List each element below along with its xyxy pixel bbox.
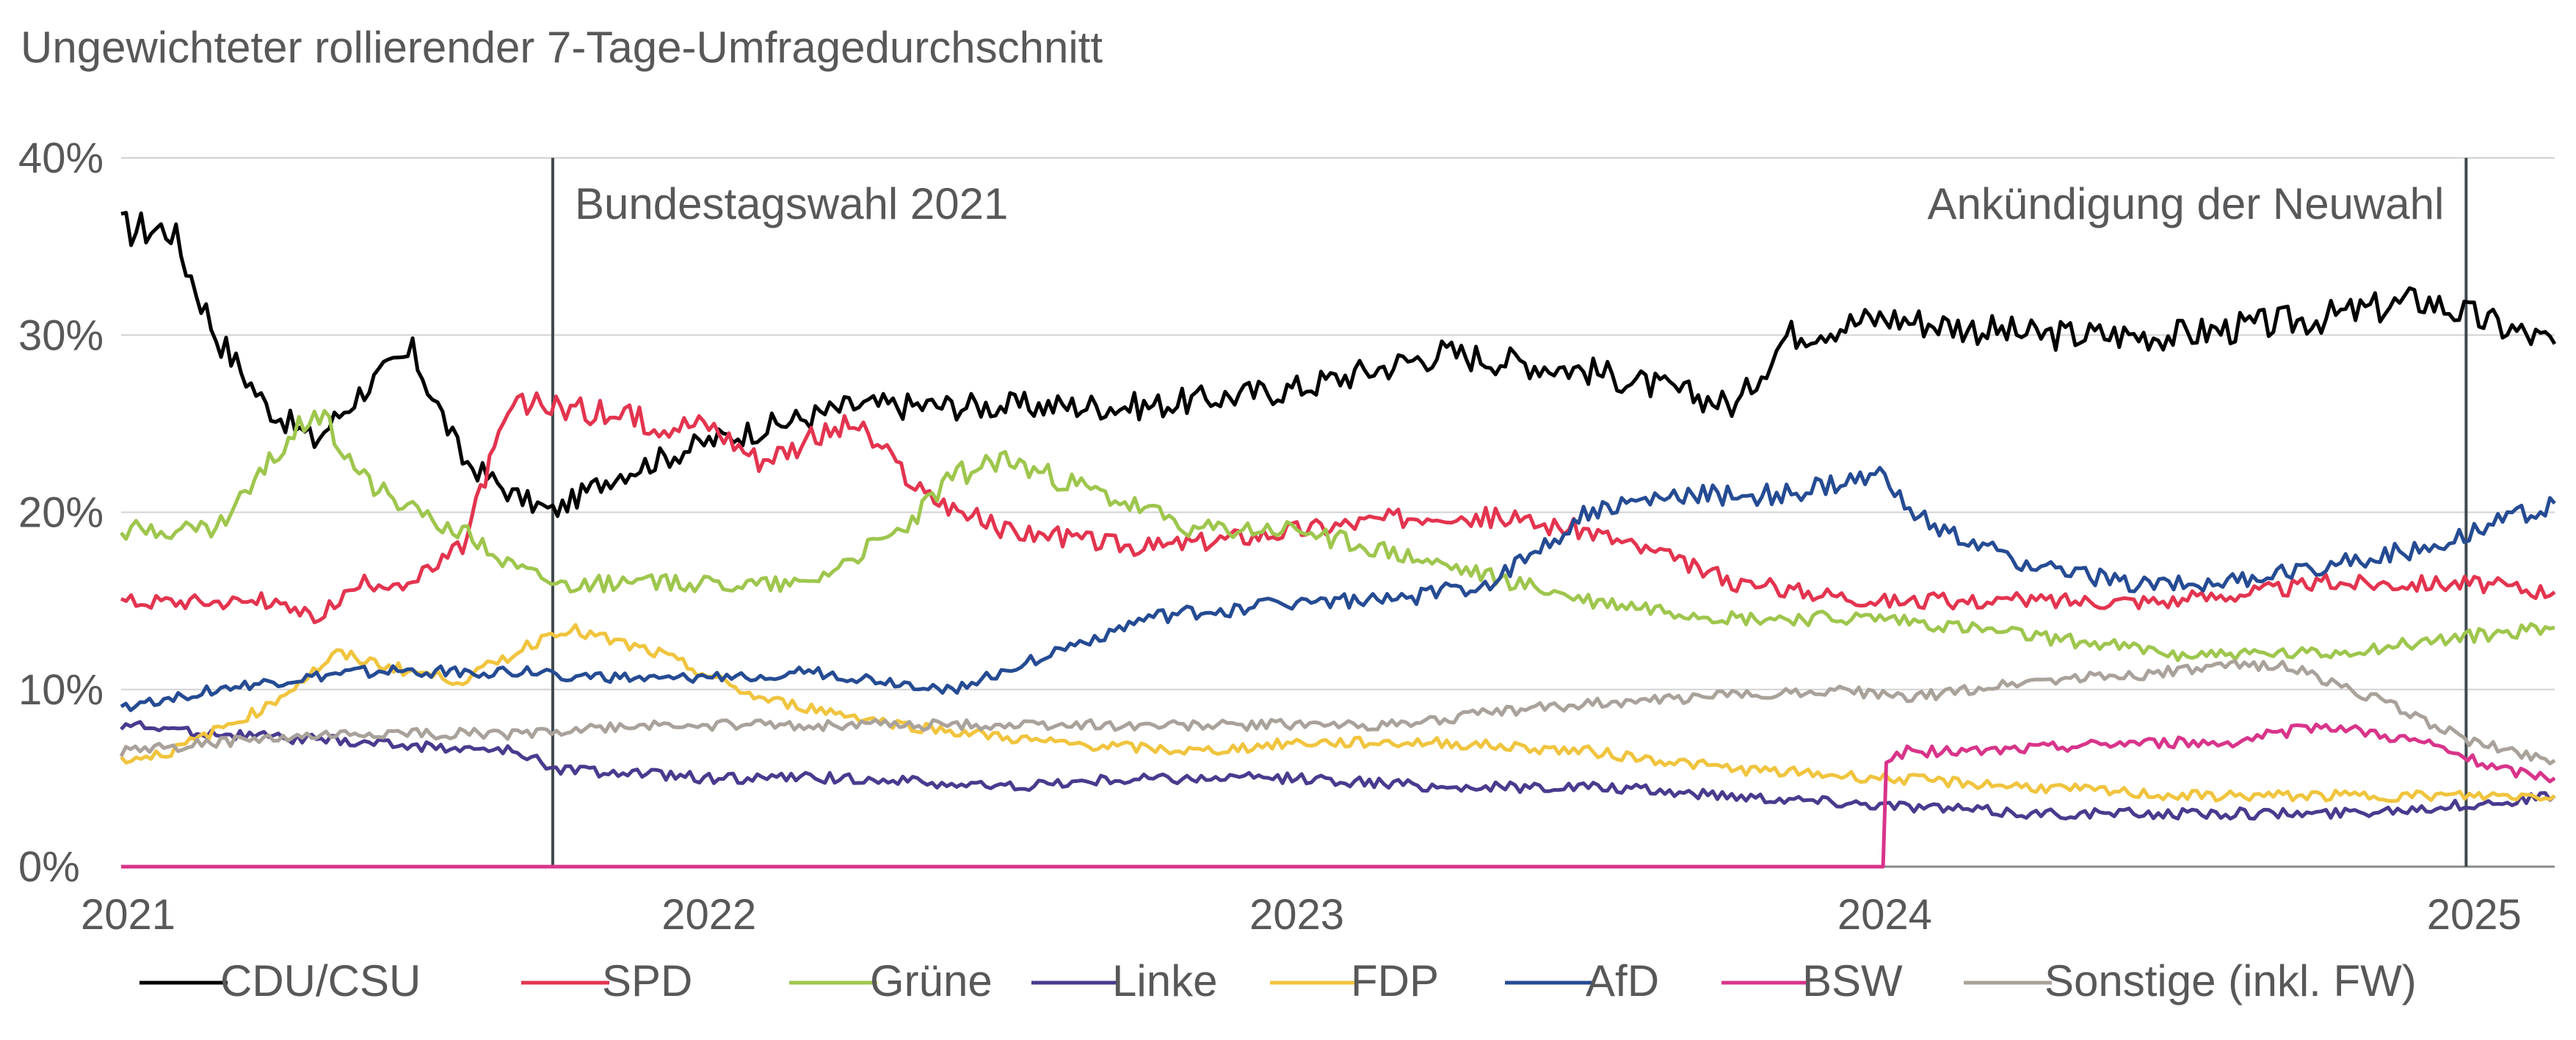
series-line-6 [121, 722, 2556, 869]
y-tick-label: 20% [18, 489, 104, 537]
y-tick-label: 10% [18, 666, 104, 714]
series-line-7 [119, 659, 2556, 766]
tick-layer: 0% 10% 20% 30% 40% 2021 2022 2023 2024 2025 [18, 134, 2522, 939]
series-line-1 [120, 391, 2556, 624]
legend-label: Linke [1112, 956, 1217, 1005]
x-tick-label: 2021 [81, 891, 175, 939]
legend: CDU/CSU SPD Grüne Linke FDP AfD BSW Sonstige (i… [139, 956, 2417, 1005]
y-tick-label: 40% [18, 134, 104, 182]
legend-label: Grüne [870, 956, 993, 1005]
x-tick-label: 2022 [661, 891, 756, 939]
annotation-label: Ankündigung der Neuwahl [1928, 179, 2445, 228]
x-tick-label: 2024 [1837, 891, 1932, 939]
annotation-layer: Bundestagswahl 2021 Ankündigung der Neuwa… [551, 158, 2468, 867]
x-tick-label: 2023 [1249, 891, 1344, 939]
series-line-3 [120, 720, 2556, 821]
y-tick-label: 30% [18, 311, 104, 359]
series-line-5 [120, 466, 2556, 712]
legend-label: SPD [602, 956, 692, 1005]
annotation-label: Bundestagswahl 2021 [575, 179, 1008, 228]
legend-label: CDU/CSU [220, 956, 421, 1005]
grid-layer [121, 157, 2555, 868]
legend-label: BSW [1802, 956, 1903, 1005]
legend-label: FDP [1351, 956, 1439, 1005]
series-layer [119, 211, 2557, 869]
y-tick-label: 0% [18, 843, 80, 891]
legend-label: AfD [1586, 956, 1659, 1005]
legend-label: Sonstige (inkl. FW) [2045, 956, 2417, 1005]
series-line-0 [120, 211, 2557, 519]
x-tick-label: 2025 [2427, 891, 2522, 939]
chart-subtitle: Ungewichteter rollierender 7-Tage-Umfrag… [21, 23, 1103, 72]
series-line-4 [120, 623, 2556, 804]
series-line-2 [120, 408, 2555, 662]
